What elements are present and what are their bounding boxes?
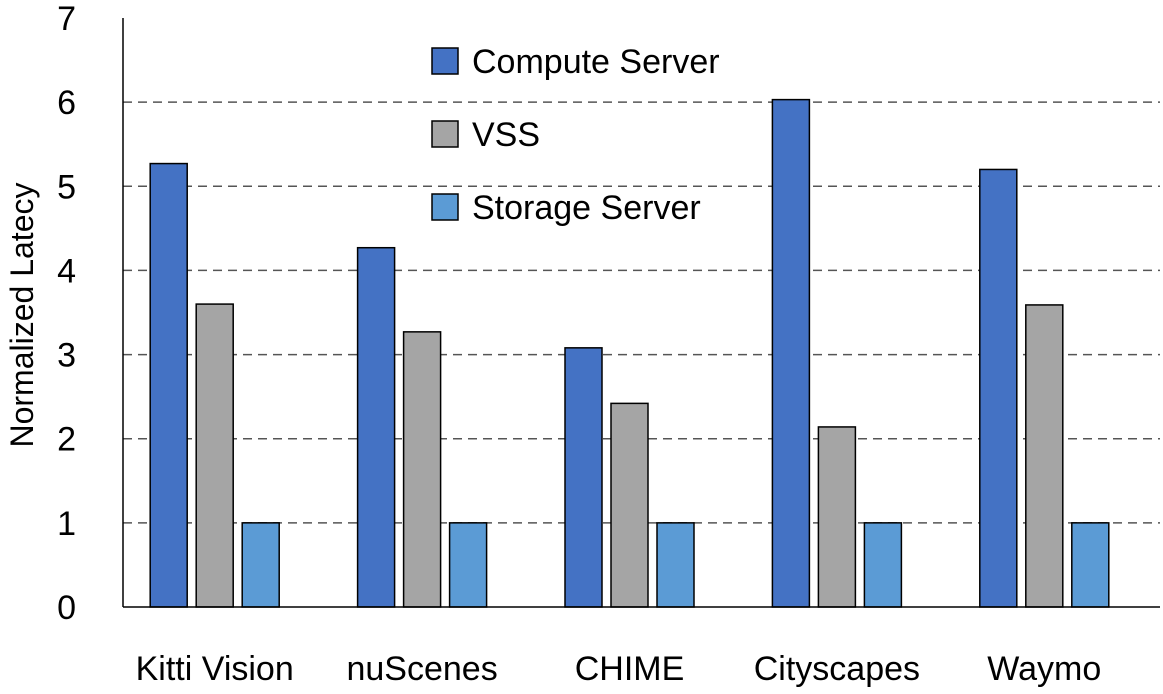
- bar-vss: [1025, 304, 1064, 608]
- bar-vss: [817, 426, 857, 608]
- bar-compute-server: [149, 162, 188, 608]
- bar-storage-server: [448, 522, 488, 608]
- category-label: nuScenes: [346, 650, 497, 688]
- y-tick-label: 5: [57, 168, 76, 206]
- bar-vss: [195, 303, 234, 608]
- bar-vss: [402, 331, 442, 608]
- axes: [122, 18, 1160, 608]
- legend-swatch: [431, 120, 459, 148]
- y-tick-label: 3: [57, 337, 76, 375]
- legend-swatch: [431, 47, 459, 75]
- y-tick-label: 6: [57, 84, 76, 122]
- bar-storage-server: [656, 522, 695, 608]
- category-label: Waymo: [987, 650, 1101, 688]
- y-tick-labels: 0 1 2 3 4 5 6 7: [57, 0, 76, 627]
- legend-swatch: [431, 193, 459, 221]
- bars: [149, 98, 1110, 608]
- legend: Compute Server VSS Storage Server: [431, 43, 720, 227]
- legend-label: Storage Server: [472, 189, 701, 227]
- bar-compute-server: [979, 168, 1018, 608]
- bar-compute-server: [771, 98, 811, 608]
- y-tick-label: 2: [57, 421, 76, 459]
- bar-compute-server: [564, 347, 603, 608]
- bar-vss: [610, 402, 649, 608]
- legend-label: Compute Server: [472, 43, 720, 81]
- bar-storage-server: [241, 522, 280, 608]
- legend-label: VSS: [472, 116, 540, 154]
- category-label: CHIME: [575, 650, 685, 688]
- category-label: Cityscapes: [754, 650, 920, 688]
- bar-storage-server: [863, 522, 903, 608]
- y-tick-label: 1: [57, 505, 76, 543]
- y-tick-label: 4: [57, 252, 76, 290]
- bar-storage-server: [1071, 522, 1110, 608]
- bar-compute-server: [356, 246, 396, 608]
- category-label: Kitti Vision: [136, 650, 294, 688]
- y-axis-title: Normalized Latecy: [4, 183, 40, 448]
- category-labels: Kitti Vision nuScenes CHIME Cityscapes Waymo: [136, 650, 1102, 688]
- y-tick-label: 7: [57, 0, 76, 38]
- y-tick-label: 0: [57, 589, 76, 627]
